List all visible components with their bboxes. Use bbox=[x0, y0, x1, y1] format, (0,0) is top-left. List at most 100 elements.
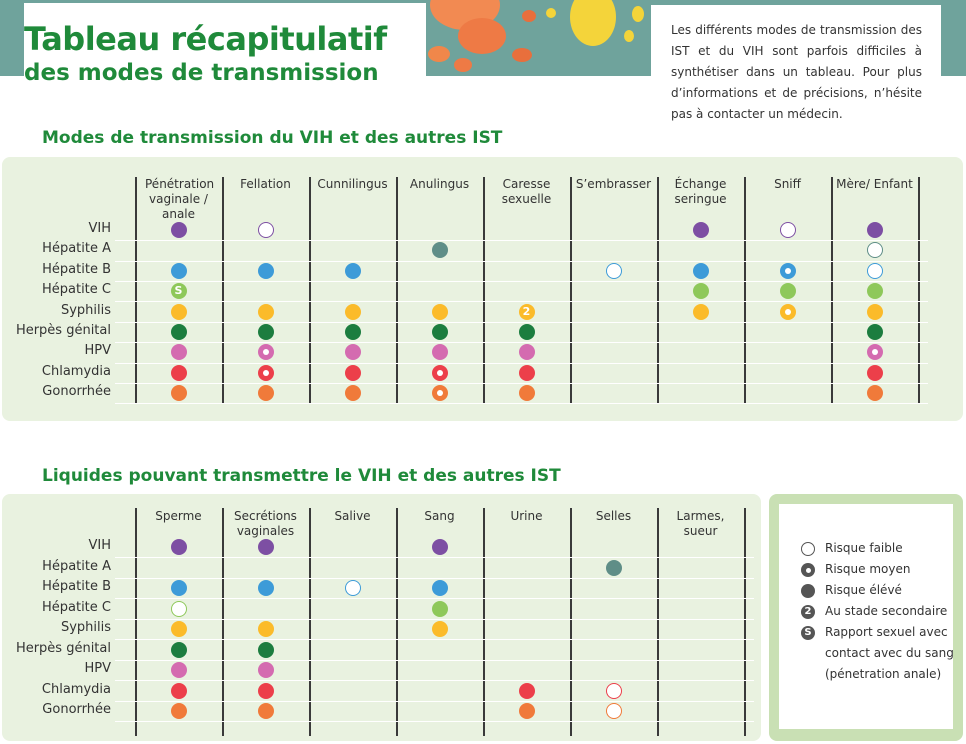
high-risk-dot bbox=[431, 303, 448, 320]
column-divider bbox=[657, 508, 659, 736]
page-title: Tableau récapitulatif bbox=[24, 20, 387, 58]
row-divider bbox=[115, 260, 928, 262]
medium-risk-dot bbox=[779, 303, 796, 320]
high-risk-dot bbox=[257, 662, 274, 678]
high-risk-dot bbox=[866, 303, 883, 320]
column-header-echange-seringue: Échange seringue bbox=[674, 177, 727, 206]
high-risk-dot bbox=[866, 222, 883, 238]
column-divider bbox=[309, 508, 311, 736]
column-divider bbox=[483, 177, 485, 403]
row-label-hepatite-c: Hépatite C bbox=[41, 599, 111, 615]
low-risk-dot bbox=[605, 682, 622, 699]
decor-blob bbox=[512, 48, 532, 62]
high-risk-dot bbox=[344, 344, 361, 361]
secondary-stage-dot: 2 bbox=[518, 303, 535, 320]
column-header-larmes-sueur: Larmes, sueur bbox=[676, 509, 725, 538]
decor-blob bbox=[632, 6, 644, 22]
intro-text: Les différents modes de transmission des… bbox=[671, 23, 922, 121]
column-header-sniff: Sniff bbox=[774, 177, 801, 191]
row-label-hpv: HPV bbox=[84, 343, 111, 359]
high-risk-dot bbox=[170, 682, 187, 699]
high-risk-dot bbox=[257, 262, 274, 279]
row-divider bbox=[115, 618, 754, 620]
column-header-mere-enfant: Mère/ Enfant bbox=[836, 177, 913, 191]
medium-risk-dot bbox=[257, 364, 274, 381]
high-risk-dot bbox=[170, 703, 187, 719]
high-risk-dot bbox=[518, 364, 535, 381]
low-risk-dot bbox=[866, 262, 883, 279]
table1-title: Modes de transmission du VIH et des autr… bbox=[42, 128, 503, 148]
row-divider bbox=[115, 639, 754, 641]
column-header-secretions-vaginales: Secrétions vaginales bbox=[234, 509, 297, 538]
high-risk-dot bbox=[257, 303, 274, 320]
row-label-syphilis: Syphilis bbox=[60, 620, 111, 635]
row-divider bbox=[115, 342, 928, 344]
high-risk-dot bbox=[257, 580, 274, 596]
high-risk-dot bbox=[344, 262, 361, 279]
row-label-gonorrhee: Gonorrhée bbox=[42, 384, 111, 400]
fluids-table: Sperme Secrétions vaginales Salive Sang Urin… bbox=[2, 494, 761, 741]
row-label-hpv: HPV bbox=[84, 661, 111, 676]
high-risk-dot bbox=[344, 303, 361, 320]
row-label-syphilis: Syphilis bbox=[60, 302, 111, 318]
column-divider bbox=[744, 177, 746, 403]
table2-title: Liquides pouvant transmettre le VIH et d… bbox=[42, 466, 561, 486]
row-divider bbox=[115, 240, 928, 242]
high-risk-dot bbox=[170, 222, 187, 238]
high-risk-dot bbox=[431, 344, 448, 361]
row-label-hepatite-c: Hépatite C bbox=[41, 282, 111, 298]
medium-risk-dot bbox=[431, 385, 448, 402]
high-risk-dot bbox=[866, 385, 883, 402]
high-risk-dot bbox=[605, 559, 622, 576]
high-risk-dot bbox=[431, 324, 448, 340]
column-divider bbox=[483, 508, 485, 736]
row-label-herpes-genital: Herpès génital bbox=[15, 640, 111, 656]
low-risk-dot bbox=[344, 580, 361, 596]
decor-blob bbox=[522, 10, 536, 22]
high-risk-dot bbox=[257, 682, 274, 699]
legend-label: Risque moyen bbox=[825, 562, 911, 576]
row-label-hepatite-a: Hépatite A bbox=[42, 558, 111, 574]
row-label-vih: VIH bbox=[88, 221, 111, 236]
row-divider bbox=[115, 301, 928, 303]
high-risk-dot bbox=[257, 539, 274, 555]
column-divider bbox=[135, 508, 137, 736]
row-divider bbox=[115, 598, 754, 600]
row-divider bbox=[115, 700, 754, 702]
high-risk-dot bbox=[866, 364, 883, 381]
high-risk-dot bbox=[257, 641, 274, 658]
row-divider bbox=[115, 383, 928, 384]
row-label-hepatite-b: Hépatite B bbox=[42, 579, 111, 594]
medium-risk-dot bbox=[257, 344, 274, 361]
high-risk-dot bbox=[170, 324, 187, 340]
column-divider bbox=[309, 177, 311, 403]
column-header-sang: Sang bbox=[424, 509, 455, 523]
high-risk-dot bbox=[170, 662, 187, 678]
column-divider bbox=[135, 177, 137, 403]
intro-box: Les différents modes de transmission des… bbox=[651, 5, 941, 121]
low-risk-dot bbox=[779, 222, 796, 238]
column-header-caresse-sexuelle: Caresse sexuelle bbox=[501, 177, 552, 206]
legend-label: Risque faible bbox=[825, 541, 903, 555]
low-risk-dot bbox=[866, 242, 883, 259]
row-divider bbox=[115, 557, 754, 559]
row-label-vih: VIH bbox=[88, 538, 111, 553]
decor-blob bbox=[428, 46, 450, 62]
high-risk-dot bbox=[170, 364, 187, 381]
column-header-sperme: Sperme bbox=[155, 509, 202, 523]
row-label-chlamydia: Chlamydia bbox=[41, 363, 111, 379]
medium-risk-icon bbox=[801, 563, 815, 577]
high-risk-dot bbox=[866, 324, 883, 340]
high-risk-dot bbox=[257, 385, 274, 402]
row-label-herpes-genital: Herpès génital bbox=[15, 323, 111, 338]
column-divider bbox=[222, 177, 224, 403]
high-risk-dot bbox=[431, 580, 448, 596]
column-divider bbox=[657, 177, 659, 403]
decor-blob bbox=[454, 58, 472, 72]
high-risk-dot bbox=[431, 600, 448, 617]
secondary-stage-icon: 2 bbox=[801, 605, 815, 619]
row-label-hepatite-a: Hépatite A bbox=[42, 241, 111, 257]
column-header-penetration-vaginale-anale: Pénétration vaginale / anale bbox=[145, 177, 215, 221]
row-divider bbox=[115, 680, 754, 682]
legend-label: Au stade secondaire bbox=[825, 604, 948, 618]
